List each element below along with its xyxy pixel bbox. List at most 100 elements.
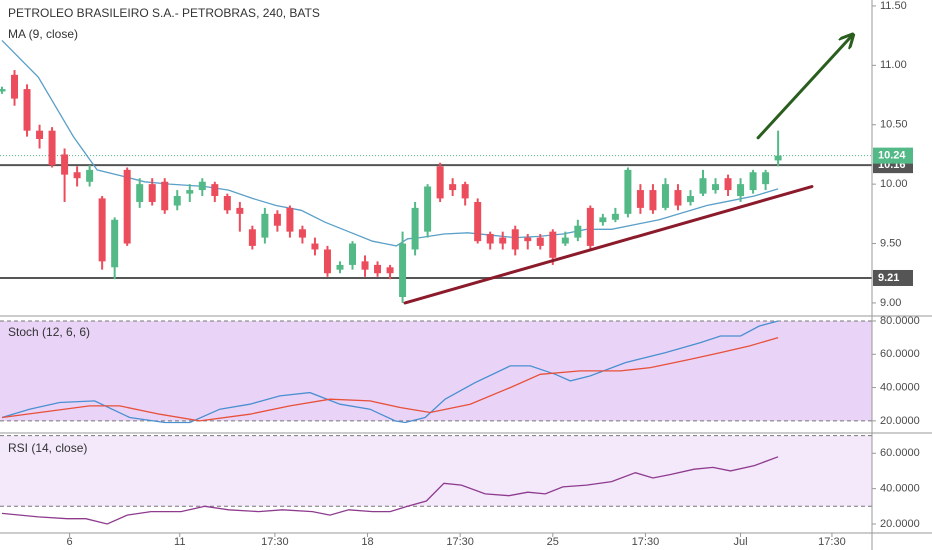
candle-body xyxy=(599,217,607,223)
band xyxy=(0,435,872,507)
candle-body xyxy=(298,229,306,238)
candle-body xyxy=(361,261,369,270)
candle-body xyxy=(374,264,382,274)
candle-body xyxy=(349,243,357,265)
candle-body xyxy=(311,243,319,250)
y-tick-label: 60.0000 xyxy=(880,348,920,360)
stoch-pane: 20.0000 40.0000 60.0000 80.0000 xyxy=(0,315,920,427)
level-badge xyxy=(873,269,913,286)
candle-body xyxy=(286,207,294,232)
candle-body xyxy=(61,154,69,175)
candle-body xyxy=(624,169,632,214)
level-label: 9.21 xyxy=(878,272,899,284)
candle-body xyxy=(198,181,206,191)
candle-body xyxy=(774,155,782,161)
y-tick-label: 80.0000 xyxy=(880,315,920,327)
candle-body xyxy=(186,190,194,194)
candle-body xyxy=(699,178,707,194)
trend-line xyxy=(756,36,852,140)
x-tick-label: 17:30 xyxy=(818,536,846,548)
candle-body xyxy=(737,184,745,197)
x-tick-label: 11 xyxy=(174,536,185,548)
candle-body xyxy=(749,172,757,191)
candle-body xyxy=(762,172,770,185)
indicator-line xyxy=(1,320,779,424)
candle-body xyxy=(712,184,720,191)
y-tick-label: 10.50 xyxy=(880,119,908,131)
candle-body xyxy=(449,184,457,191)
y-tick-label: 11.00 xyxy=(880,59,907,71)
candle-body xyxy=(161,181,169,211)
candle-body xyxy=(148,184,156,202)
last-price-badge xyxy=(873,147,913,164)
x-tick-label: 17:30 xyxy=(446,536,474,548)
candle-body xyxy=(23,89,31,131)
candle-body xyxy=(486,234,494,244)
candle-body xyxy=(323,249,331,274)
candle-body xyxy=(649,190,657,211)
candle-body xyxy=(73,172,81,179)
candle-body xyxy=(173,196,181,206)
y-tick-label: 60.0000 xyxy=(880,447,920,459)
candle-body xyxy=(86,169,94,182)
candle-body xyxy=(611,213,619,220)
candle-body xyxy=(98,198,106,262)
x-tick-label: 17:30 xyxy=(261,536,289,548)
candle-body xyxy=(11,74,19,99)
y-tick-label: 20.0000 xyxy=(880,518,920,530)
y-tick-label: 20.0000 xyxy=(880,415,920,427)
indicator-line xyxy=(1,336,779,422)
price-pane: 10.169.2110.249.009.5010.0010.5011.0011.… xyxy=(0,0,913,309)
candle-body xyxy=(36,130,44,139)
candle-body xyxy=(574,225,582,238)
candle-body xyxy=(136,184,144,202)
x-tick-label: 18 xyxy=(361,536,373,548)
candle-body xyxy=(123,169,131,244)
candle-body xyxy=(549,231,557,258)
x-tick-label: Jul xyxy=(734,536,748,548)
candle-body xyxy=(0,89,6,92)
pane-title: Stoch (12, 6, 6) xyxy=(8,325,90,339)
candle-body xyxy=(399,243,407,297)
rsi-pane: 20.0000 40.0000 60.0000 xyxy=(0,435,920,530)
x-tick-label: 25 xyxy=(547,536,559,548)
indicator-line xyxy=(1,456,779,525)
candle-body xyxy=(111,219,119,268)
candle-body xyxy=(561,237,569,244)
y-tick-label: 10.00 xyxy=(880,178,908,190)
candle-body xyxy=(386,267,394,274)
overlay-title: MA (9, close) xyxy=(8,27,78,41)
y-tick-label: 11.50 xyxy=(880,0,907,12)
candle-body xyxy=(661,184,669,208)
candle-body xyxy=(236,207,244,214)
candle-body xyxy=(411,207,419,250)
candle-body xyxy=(48,130,56,166)
candle-body xyxy=(273,213,281,226)
candle-body xyxy=(211,184,219,197)
trend-line xyxy=(403,185,814,305)
band xyxy=(0,320,872,421)
x-tick-label: 6 xyxy=(67,536,73,548)
candle-body xyxy=(261,213,269,238)
y-tick-label: 9.50 xyxy=(880,237,901,249)
candle-body xyxy=(461,184,469,199)
candle-body xyxy=(674,190,682,206)
candle-body xyxy=(474,201,482,242)
candle-body xyxy=(248,229,256,246)
x-tick-label: 17:30 xyxy=(632,536,660,548)
y-tick-label: 40.0000 xyxy=(880,381,920,393)
candle-body xyxy=(336,264,344,270)
candle-body xyxy=(223,196,231,211)
candle-body xyxy=(511,229,519,250)
candle-body xyxy=(424,186,432,232)
last-price-label: 10.24 xyxy=(878,150,906,162)
candle-body xyxy=(636,190,644,208)
y-tick-label: 40.0000 xyxy=(880,483,920,495)
pane-title: RSI (14, close) xyxy=(8,441,87,455)
candle-body xyxy=(536,237,544,246)
candle-body xyxy=(686,196,694,202)
candle-body xyxy=(524,237,532,242)
candle-body xyxy=(586,207,594,246)
candle-body xyxy=(724,178,732,191)
